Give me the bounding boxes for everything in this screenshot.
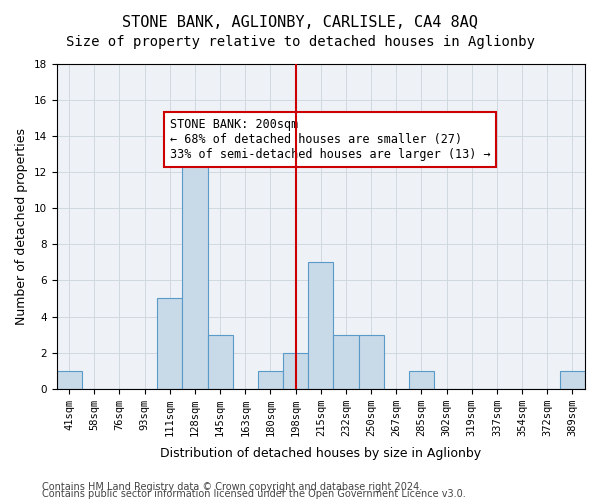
Bar xyxy=(560,370,585,388)
Text: Contains HM Land Registry data © Crown copyright and database right 2024.: Contains HM Land Registry data © Crown c… xyxy=(42,482,422,492)
Bar xyxy=(359,334,383,388)
Text: STONE BANK: 200sqm
← 68% of detached houses are smaller (27)
33% of semi-detache: STONE BANK: 200sqm ← 68% of detached hou… xyxy=(170,118,490,161)
Y-axis label: Number of detached properties: Number of detached properties xyxy=(15,128,28,325)
Bar xyxy=(157,298,182,388)
Bar xyxy=(56,370,82,388)
Bar xyxy=(308,262,334,388)
Bar xyxy=(334,334,359,388)
X-axis label: Distribution of detached houses by size in Aglionby: Distribution of detached houses by size … xyxy=(160,447,481,460)
Bar xyxy=(409,370,434,388)
Bar xyxy=(258,370,283,388)
Bar xyxy=(182,136,208,388)
Text: Size of property relative to detached houses in Aglionby: Size of property relative to detached ho… xyxy=(65,35,535,49)
Text: STONE BANK, AGLIONBY, CARLISLE, CA4 8AQ: STONE BANK, AGLIONBY, CARLISLE, CA4 8AQ xyxy=(122,15,478,30)
Bar xyxy=(283,352,308,388)
Bar xyxy=(208,334,233,388)
Text: Contains public sector information licensed under the Open Government Licence v3: Contains public sector information licen… xyxy=(42,489,466,499)
